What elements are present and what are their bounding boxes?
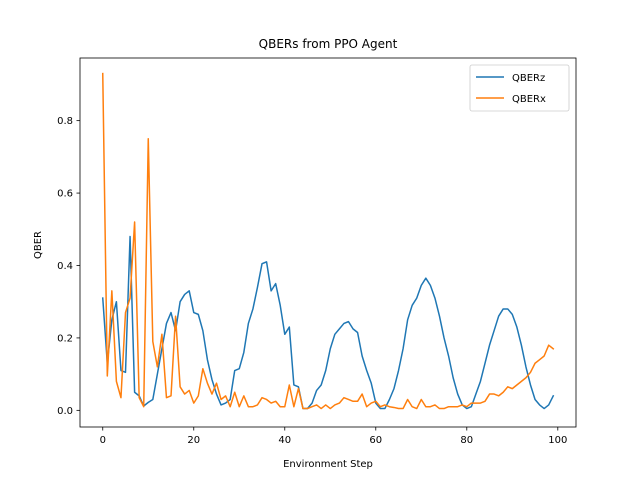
y-tick-label: 0.2 (57, 333, 73, 344)
chart-title: QBERs from PPO Agent (259, 37, 398, 51)
plot-frame (79, 57, 577, 428)
plot-layer (101, 72, 555, 410)
legend-label-qberx: QBERx (512, 94, 546, 105)
y-axis-title: QBER (33, 231, 44, 259)
x-tick-label: 40 (278, 435, 291, 446)
x-tick-label: 60 (369, 435, 382, 446)
legend-label-qberz: QBERz (512, 73, 545, 84)
x-axis-title: Environment Step (283, 459, 373, 470)
y-tick-label: 0.0 (57, 406, 73, 417)
legend: QBERz QBERx (469, 64, 570, 112)
series-line-qberx (101, 72, 555, 410)
series-line-qberz (101, 235, 555, 410)
y-tick-label: 0.4 (57, 261, 73, 272)
axes-layer: 0 20 40 60 80 100 0.0 0.2 0.4 0.6 0.8 (57, 57, 577, 446)
y-tick-label: 0.8 (57, 116, 73, 127)
x-tick-label: 0 (100, 435, 106, 446)
x-tick-label: 80 (460, 435, 473, 446)
x-tick-label: 20 (187, 435, 200, 446)
x-tick-label: 100 (548, 435, 567, 446)
y-tick-label: 0.6 (57, 189, 73, 200)
